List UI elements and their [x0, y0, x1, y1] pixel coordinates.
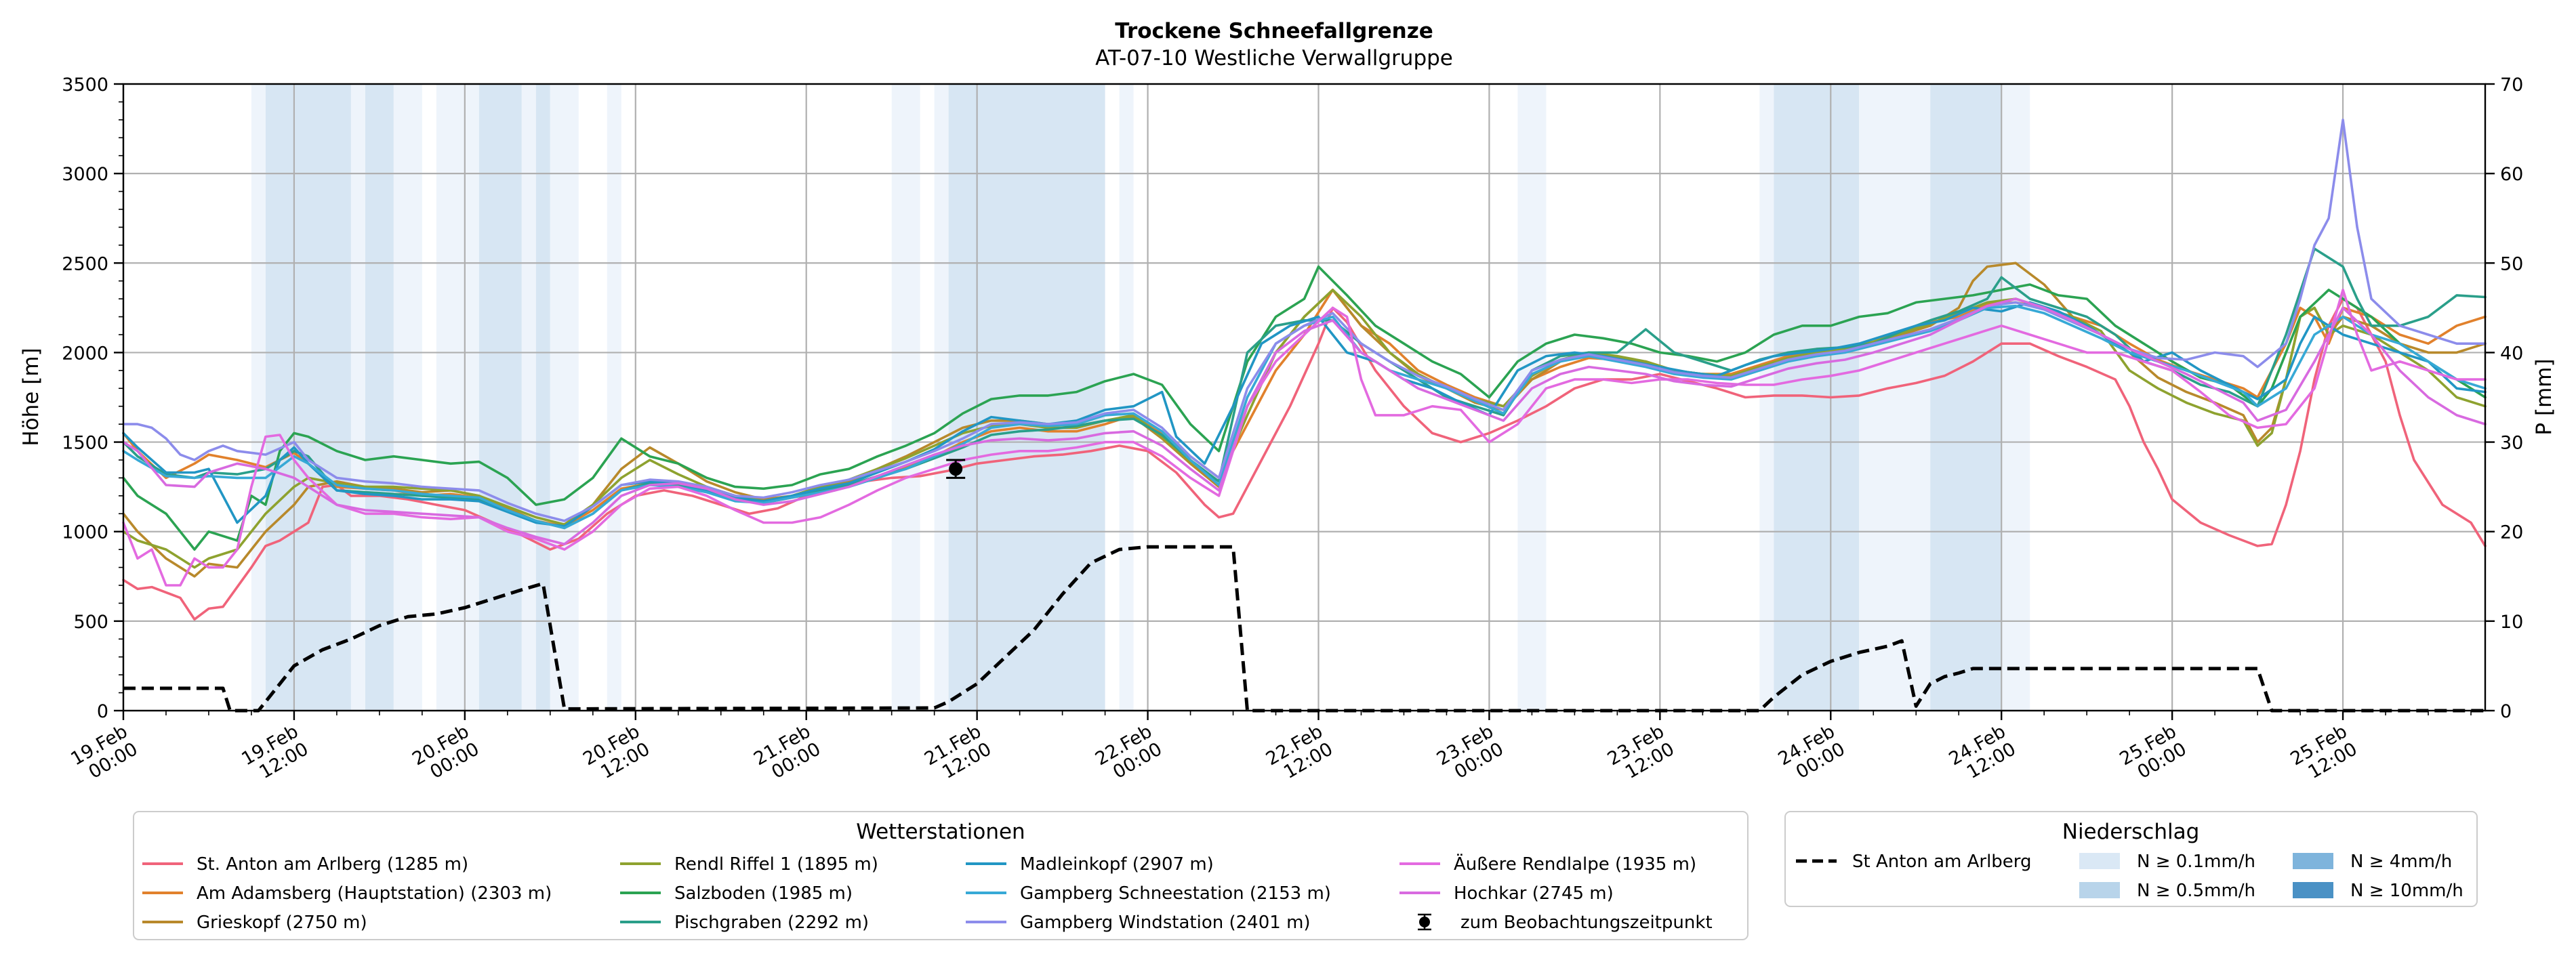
legend-stations: Wetterstationen St. Anton am Arlberg (12… [133, 811, 1749, 940]
legend-station-label: St. Anton am Arlberg (1285 m) [197, 854, 468, 875]
legend-station-label: Gampberg Schneestation (2153 m) [1020, 883, 1331, 904]
precip-band [1517, 84, 1547, 711]
legend-station-label: Äußere Rendlalpe (1935 m) [1454, 853, 1696, 875]
y-axis-left-label: Höhe [m] [19, 348, 43, 446]
legend-station-label: Salzboden (1985 m) [674, 883, 853, 904]
precip-band [521, 84, 536, 711]
y-axis-left: 0 500 1000 1500 2000 2500 3000 3500 [62, 75, 123, 722]
legend-precip-level-label: N ≥ 10mm/h [2350, 881, 2463, 901]
precip-band [948, 84, 1105, 711]
y-left-tick-label: 2000 [62, 343, 108, 364]
precip-line [123, 545, 2485, 713]
precip-band [934, 84, 949, 711]
y-right-tick-label: 30 [2500, 433, 2523, 454]
chart-title: Trockene Schneefallgrenze [1115, 19, 1433, 43]
y-left-tick-label: 0 [97, 701, 108, 722]
legend-precip-line-label: St Anton am Arlberg [1852, 852, 2032, 872]
precip-band [365, 84, 394, 711]
precip-band [1759, 84, 1774, 711]
legend-observation-dot [1419, 917, 1430, 927]
precip-band [251, 84, 266, 711]
legend-stations-frame [133, 811, 1749, 940]
y-left-tick-label: 3000 [62, 164, 108, 185]
y-left-tick-label: 2500 [62, 253, 108, 274]
legend-precipitation: Niederschlag St Anton am Arlberg N ≥ 0.1… [1784, 811, 2478, 907]
plot-frame [122, 83, 2487, 712]
legend-station-label: Am Adamsberg (Hauptstation) (2303 m) [197, 883, 552, 904]
precip-band [607, 84, 621, 711]
legend-observation-label: zum Beobachtungszeitpunkt [1460, 913, 1713, 933]
observation-point [949, 462, 963, 476]
precipitation-line-layer [123, 545, 2485, 713]
legend-precip-level-swatch [2293, 882, 2333, 898]
precip-band [891, 84, 920, 711]
precip-band [535, 84, 550, 711]
legend-station-label: Rendl Riffel 1 (1895 m) [674, 854, 878, 875]
y-left-tick-label: 3500 [62, 75, 108, 96]
y-right-tick-label: 10 [2500, 612, 2523, 633]
legend-station-label: Grieskopf (2750 m) [197, 913, 367, 933]
precip-band [1859, 84, 1931, 711]
legend-precip-level-swatch [2079, 882, 2120, 898]
legend-precip-level-swatch [2079, 853, 2120, 869]
y-right-tick-label: 70 [2500, 75, 2523, 96]
station-line [122, 261, 2487, 578]
y-right-tick-label: 60 [2500, 164, 2523, 185]
legend-stations-title: Wetterstationen [856, 820, 1025, 844]
precip-band [478, 84, 522, 711]
y-right-tick-label: 50 [2500, 253, 2523, 274]
y-axis-right: 0 10 20 30 40 50 60 70 [2485, 75, 2523, 722]
precip-band [265, 84, 351, 711]
precip-band [393, 84, 422, 711]
legend-precip-level-label: N ≥ 0.5mm/h [2137, 881, 2255, 901]
station-line [122, 297, 2487, 546]
legend-precip-level-swatch [2293, 853, 2333, 869]
legend-precip-title: Niederschlag [2062, 820, 2200, 844]
precip-band [1119, 84, 1134, 711]
precip-band [550, 84, 579, 711]
observation-marker-layer [946, 459, 966, 479]
legend-precip-level-label: N ≥ 4mm/h [2350, 852, 2452, 872]
legend-observation-item: zum Beobachtungszeitpunkt [1418, 913, 1713, 933]
y-right-tick-label: 20 [2500, 522, 2523, 543]
y-axis-right-label: P [mm] [2532, 358, 2556, 435]
precip-band [436, 84, 479, 711]
precip-band [2001, 84, 2030, 711]
y-left-tick-label: 500 [73, 612, 108, 633]
legend-station-label: Pischgraben (2292 m) [674, 913, 869, 933]
legend-precip-level-label: N ≥ 0.1mm/h [2137, 852, 2255, 872]
legend-station-items: St. Anton am Arlberg (1285 m) Am Adamsber… [142, 853, 1696, 933]
y-right-tick-label: 40 [2500, 343, 2523, 364]
y-left-tick-label: 1000 [62, 522, 108, 543]
legend-station-label: Gampberg Windstation (2401 m) [1020, 913, 1311, 933]
y-right-tick-label: 0 [2500, 701, 2512, 722]
station-lines [122, 119, 2487, 621]
legend-station-label: Madleinkopf (2907 m) [1020, 854, 1214, 875]
station-line [122, 289, 2487, 569]
precip-band [1930, 84, 2002, 711]
station-line [122, 265, 2487, 551]
precip-band [350, 84, 365, 711]
y-left-tick-label: 1500 [62, 433, 108, 454]
station-line [122, 119, 2487, 522]
legend-station-label: Hochkar (2745 m) [1454, 883, 1614, 904]
chart-subtitle: AT-07-10 Westliche Verwallgruppe [1095, 46, 1453, 70]
